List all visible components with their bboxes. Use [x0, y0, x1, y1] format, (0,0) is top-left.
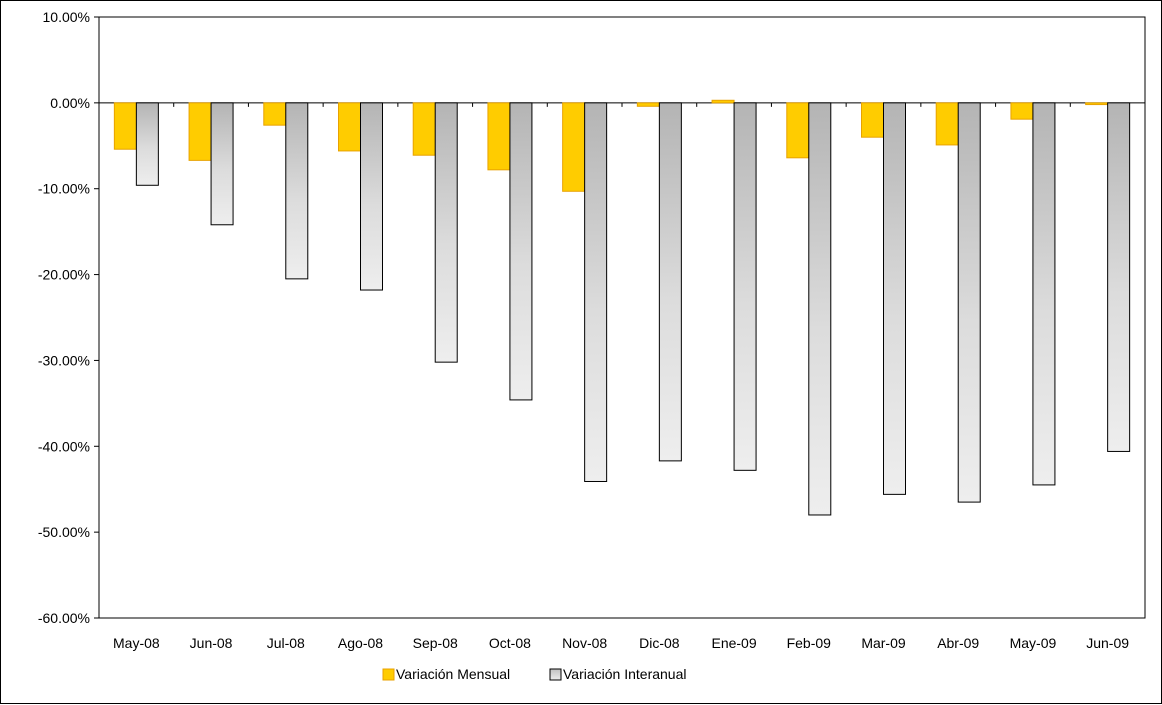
y-tick-label: -50.00% — [38, 524, 90, 540]
bar-variacion-mensual — [861, 102, 884, 138]
bar-variacion-mensual — [1085, 102, 1109, 106]
y-tick-label: -10.00% — [38, 181, 90, 197]
bar-variacion-interanual — [509, 102, 533, 401]
bar-variacion-mensual — [711, 99, 735, 104]
x-tick-label: Abr-09 — [937, 635, 979, 651]
x-tick-label: Feb-09 — [787, 635, 832, 651]
y-tick-label: -30.00% — [38, 352, 90, 368]
bar-variacion-mensual — [636, 102, 660, 107]
y-tick-label: -20.00% — [38, 267, 90, 283]
x-tick-label: Ene-09 — [711, 635, 756, 651]
bar-variacion-interanual — [434, 102, 458, 363]
bar-variacion-mensual — [263, 102, 287, 126]
y-tick-label: 0.00% — [50, 95, 90, 111]
x-tick-label: Oct-08 — [489, 635, 531, 651]
bar-variacion-mensual — [188, 102, 212, 161]
legend-label-variacion-mensual: Variación Mensual — [396, 666, 510, 682]
bar-variacion-interanual — [883, 102, 906, 495]
legend-swatch-variacion-mensual — [382, 668, 395, 681]
bar-variacion-mensual — [562, 102, 586, 192]
x-tick-label: Nov-08 — [562, 635, 607, 651]
legend: Variación Mensual Variación Interanual — [382, 666, 686, 682]
x-tick-label: Jun-08 — [190, 635, 233, 651]
bar-variacion-interanual — [135, 102, 159, 186]
bars — [113, 99, 1131, 516]
bar-variacion-interanual — [957, 102, 981, 503]
bar-variacion-interanual — [1032, 102, 1056, 486]
bar-variacion-interanual — [733, 102, 757, 471]
y-tick-label: -40.00% — [38, 438, 90, 454]
legend-label-variacion-interanual: Variación Interanual — [563, 666, 686, 682]
bar-variacion-interanual — [210, 102, 234, 226]
x-tick-label: Sep-08 — [413, 635, 458, 651]
bar-variacion-mensual — [487, 102, 511, 171]
bar-variacion-mensual — [935, 102, 959, 146]
y-tick-label: 10.00% — [43, 9, 90, 25]
bar-variacion-interanual — [584, 102, 608, 482]
bar-variacion-interanual — [808, 102, 832, 516]
x-tick-label: Jun-09 — [1086, 635, 1129, 651]
bar-variacion-mensual — [412, 102, 436, 156]
bar-variacion-mensual — [113, 102, 137, 150]
bar-variacion-mensual — [338, 102, 361, 152]
bar-variacion-interanual — [285, 102, 309, 280]
x-tick-label: May-08 — [113, 635, 160, 651]
bar-variacion-interanual — [658, 102, 682, 462]
bar-variacion-mensual — [786, 102, 810, 159]
x-tick-label: Dic-08 — [639, 635, 680, 651]
y-axis: 10.00% 0.00% -10.00% -20.00% -30.00% -40.00% -… — [38, 9, 99, 626]
x-tick-label: Ago-08 — [338, 635, 383, 651]
plot-area-border — [98, 16, 1146, 619]
bar-variacion-mensual — [1010, 102, 1034, 120]
bar-variacion-interanual — [1107, 102, 1131, 452]
plot-area — [98, 16, 1146, 619]
x-tick-label: Jul-08 — [267, 635, 305, 651]
y-tick-label: -60.00% — [38, 610, 90, 626]
bar-variacion-interanual — [360, 102, 383, 291]
x-axis: May-08 Jun-08 Jul-08 Ago-08 Sep-08 Oct-08 Nov-… — [98, 102, 1146, 651]
x-tick-label: Mar-09 — [861, 635, 906, 651]
x-tick-label: May-09 — [1010, 635, 1057, 651]
legend-swatch-variacion-interanual — [549, 668, 562, 681]
